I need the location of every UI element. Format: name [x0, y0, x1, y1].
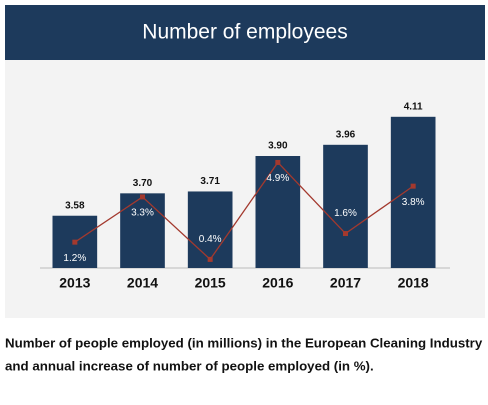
line-marker	[275, 159, 281, 165]
line-value-label: 1.2%	[63, 253, 86, 264]
bar-value-label: 3.71	[200, 176, 220, 187]
title-band	[5, 5, 485, 60]
x-tick-label: 2018	[398, 275, 429, 291]
line-value-label: 0.4%	[199, 234, 222, 245]
bar-value-label: 3.58	[65, 200, 85, 211]
line-marker	[343, 231, 348, 237]
line	[74, 161, 414, 261]
line-marker	[140, 194, 145, 200]
caption-line: Number of people employed (in millions) …	[5, 336, 483, 351]
bar	[187, 191, 233, 268]
bar	[390, 116, 436, 268]
line-value-label: 3.8%	[402, 197, 425, 208]
bar	[255, 156, 301, 268]
x-tick-label: 2017	[330, 275, 361, 291]
bar-value-label: 3.90	[268, 141, 288, 152]
bar-value-label: 4.11	[404, 101, 423, 112]
line-marker	[207, 256, 213, 262]
x-tick-label: 2015	[195, 275, 226, 291]
bar	[120, 193, 165, 268]
bar-value-label: 3.96	[336, 129, 356, 140]
caption-line: and annual increase of number of people …	[5, 359, 374, 374]
line-marker	[410, 183, 416, 189]
chart-title: Number of employees	[142, 21, 347, 44]
line-marker	[72, 239, 78, 245]
x-tick-label: 2013	[59, 275, 90, 291]
bar-value-label: 3.70	[133, 178, 153, 189]
x-tick-label: 2014	[127, 275, 158, 291]
bar	[323, 144, 368, 268]
line-value-label: 1.6%	[334, 208, 357, 219]
x-tick-label: 2016	[262, 275, 293, 291]
line-value-label: 3.3%	[131, 208, 154, 219]
line-value-label: 4.9%	[266, 173, 289, 184]
